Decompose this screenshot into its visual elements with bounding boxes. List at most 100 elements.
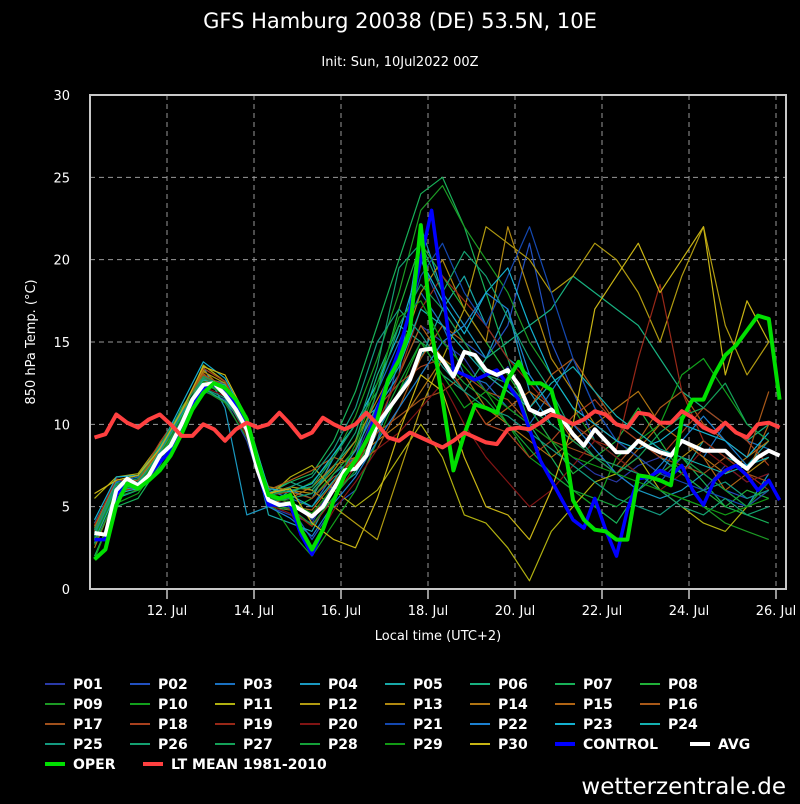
- legend-item: P13: [385, 697, 443, 713]
- legend-item: P14: [470, 697, 528, 713]
- x-tick-label: 18. Jul: [408, 604, 449, 619]
- legend-item: P22: [470, 717, 528, 733]
- legend-item: P21: [385, 717, 443, 733]
- legend-label: P07: [583, 677, 613, 693]
- legend-label: P08: [668, 677, 698, 693]
- legend-item: P20: [300, 717, 358, 733]
- watermark: wetterzentrale.de: [581, 774, 786, 800]
- y-tick-label: 15: [53, 336, 70, 351]
- legend-label: AVG: [718, 737, 750, 753]
- legend-item: P01: [45, 677, 103, 693]
- legend-label: P20: [328, 717, 358, 733]
- legend-label: OPER: [73, 757, 116, 773]
- legend-label: P09: [73, 697, 103, 713]
- series-line-p18: [93, 357, 770, 532]
- legend-label: P25: [73, 737, 103, 753]
- y-tick-label: 25: [53, 171, 70, 186]
- series-line-p19: [93, 275, 770, 528]
- legend-label: CONTROL: [583, 737, 658, 753]
- legend-label: P23: [583, 717, 613, 733]
- legend-item: P11: [215, 697, 273, 713]
- chart-subtitle: Init: Sun, 10Jul2022 00Z: [321, 55, 478, 70]
- series-line-p30: [94, 226, 770, 549]
- legend-item: P15: [555, 697, 613, 713]
- legend-label: P05: [413, 677, 443, 693]
- legend-label: P28: [328, 737, 358, 753]
- legend-item: P07: [555, 677, 613, 693]
- x-tick-label: 14. Jul: [234, 604, 275, 619]
- legend-label: LT MEAN 1981-2010: [171, 757, 327, 773]
- series-line-oper: [93, 223, 782, 561]
- legend-label: P12: [328, 697, 358, 713]
- legend-item: P19: [215, 717, 273, 733]
- legend-item: P10: [130, 697, 188, 713]
- legend-item: P18: [130, 717, 188, 733]
- legend-item: P29: [385, 737, 443, 753]
- legend-item: P08: [640, 677, 698, 693]
- legend-item: P02: [130, 677, 188, 693]
- legend-item: P09: [45, 697, 103, 713]
- legend-label: P18: [158, 717, 188, 733]
- legend-item: P05: [385, 677, 443, 693]
- legend-item: LT MEAN 1981-2010: [143, 757, 327, 773]
- legend-item: P30: [470, 737, 528, 753]
- legend-item: P23: [555, 717, 613, 733]
- legend-item: CONTROL: [555, 737, 658, 753]
- legend-item: P28: [300, 737, 358, 753]
- legend-item: OPER: [45, 757, 116, 773]
- legend-label: P27: [243, 737, 273, 753]
- y-axis-label: 850 hPa Temp. (°C): [24, 279, 39, 404]
- legend-item: P26: [130, 737, 188, 753]
- y-tick-label: 0: [62, 583, 70, 598]
- legend-item: P24: [640, 717, 698, 733]
- series-line-lt-mean-1981-2010: [93, 409, 781, 450]
- legend-label: P24: [668, 717, 698, 733]
- legend-label: P01: [73, 677, 103, 693]
- legend-label: P10: [158, 697, 188, 713]
- legend-label: P02: [158, 677, 188, 693]
- legend-item: P25: [45, 737, 103, 753]
- legend-label: P30: [498, 737, 528, 753]
- x-tick-label: 16. Jul: [321, 604, 362, 619]
- legend-item: P03: [215, 677, 273, 693]
- legend-label: P15: [583, 697, 613, 713]
- legend: P01 P02 P03 P04 P05 P06 P07 P08 P09 P10 P11 P12 P13 P…: [45, 677, 750, 773]
- series-line-p26: [93, 242, 770, 535]
- legend-label: P03: [243, 677, 273, 693]
- y-tick-label: 30: [53, 89, 70, 104]
- legend-item: P12: [300, 697, 358, 713]
- legend-item: P04: [300, 677, 358, 693]
- y-tick-label: 5: [62, 501, 70, 516]
- legend-item: P16: [640, 697, 698, 713]
- plot-frame: [89, 94, 787, 590]
- x-tick-label: 24. Jul: [669, 604, 710, 619]
- legend-label: P26: [158, 737, 188, 753]
- legend-label: P17: [73, 717, 103, 733]
- y-tick-label: 10: [53, 418, 70, 433]
- chart-title: GFS Hamburg 20038 (DE) 53.5N, 10E: [203, 9, 597, 33]
- legend-item: P06: [470, 677, 528, 693]
- legend-label: P29: [413, 737, 443, 753]
- legend-label: P06: [498, 677, 528, 693]
- legend-label: P04: [328, 677, 358, 693]
- series-line-p23: [93, 259, 770, 521]
- legend-label: P14: [498, 697, 528, 713]
- legend-label: P21: [413, 717, 443, 733]
- x-tick-label: 12. Jul: [147, 604, 188, 619]
- y-tick-label: 20: [53, 254, 70, 269]
- legend-label: P16: [668, 697, 698, 713]
- legend-label: P11: [243, 697, 273, 713]
- legend-label: P19: [243, 717, 273, 733]
- legend-item: AVG: [690, 737, 750, 753]
- x-tick-label: 22. Jul: [582, 604, 623, 619]
- x-tick-label: 26. Jul: [756, 604, 797, 619]
- legend-item: P17: [45, 717, 103, 733]
- series-line-p27: [93, 283, 770, 530]
- series-layer: [93, 176, 782, 582]
- x-axis-label: Local time (UTC+2): [375, 629, 501, 644]
- legend-item: P27: [215, 737, 273, 753]
- x-tick-label: 20. Jul: [495, 604, 536, 619]
- axes: 0 5 10 15 20 25 30 12. Jul 14. Jul 16. Jul 18. Jul…: [53, 89, 796, 619]
